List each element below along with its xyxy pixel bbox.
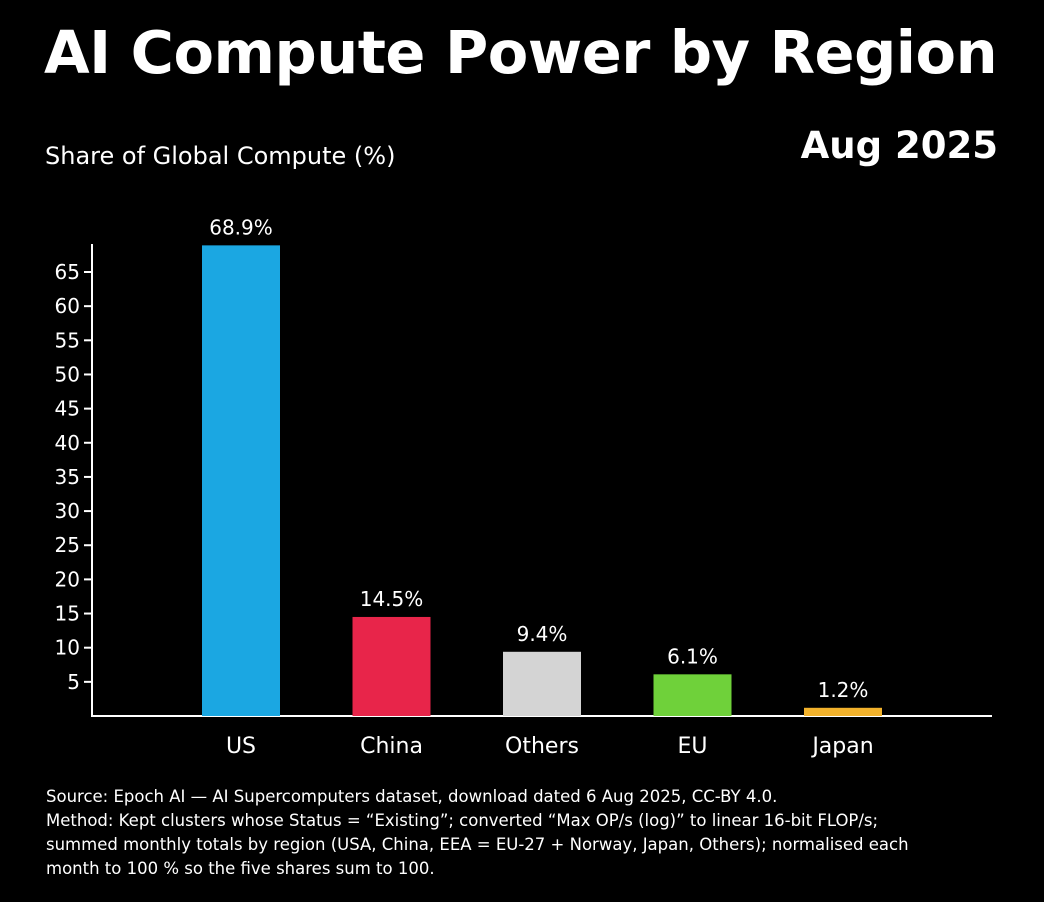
y-tick-label: 60 — [55, 294, 80, 318]
bar-others — [503, 651, 581, 716]
chart-notes: Source: Epoch AI — AI Supercomputers dat… — [46, 785, 1006, 881]
method-note-line-2: summed monthly totals by region (USA, Ch… — [46, 835, 909, 854]
x-tick-label-us: US — [226, 734, 256, 759]
chart-title: AI Compute Power by Region — [44, 18, 998, 87]
data-label-us: 68.9% — [209, 215, 273, 239]
date-label: Aug 2025 — [800, 124, 998, 167]
x-tick-label-others: Others — [505, 734, 579, 759]
y-tick-label: 40 — [55, 431, 80, 455]
data-label-china: 14.5% — [360, 587, 424, 611]
y-tick-label: 50 — [55, 362, 80, 386]
y-tick-label: 10 — [55, 636, 80, 660]
y-tick-label: 5 — [67, 670, 80, 694]
bar-us — [202, 245, 280, 716]
x-tick-label-china: China — [360, 734, 423, 759]
bar-japan — [804, 707, 882, 716]
data-label-eu: 6.1% — [667, 644, 718, 668]
method-note-line-1: Method: Kept clusters whose Status = “Ex… — [46, 811, 879, 830]
y-tick-label: 45 — [55, 397, 80, 421]
x-tick-label-eu: EU — [677, 734, 707, 759]
y-tick-label: 35 — [55, 465, 80, 489]
data-label-others: 9.4% — [517, 622, 568, 646]
y-tick-label: 15 — [55, 602, 80, 626]
bar-china — [352, 616, 431, 716]
y-tick-label: 25 — [55, 533, 80, 557]
x-tick-label-japan: Japan — [810, 734, 873, 759]
y-tick-label: 20 — [55, 567, 80, 591]
data-label-japan: 1.2% — [818, 678, 869, 702]
bar-eu — [653, 674, 732, 716]
y-tick-label: 65 — [55, 260, 80, 284]
y-tick-label: 55 — [55, 328, 80, 352]
y-axis-label: Share of Global Compute (%) — [45, 142, 396, 170]
method-note-line-3: month to 100 % so the five shares sum to… — [46, 859, 435, 878]
y-tick-label: 30 — [55, 499, 80, 523]
source-note: Source: Epoch AI — AI Supercomputers dat… — [46, 787, 778, 806]
